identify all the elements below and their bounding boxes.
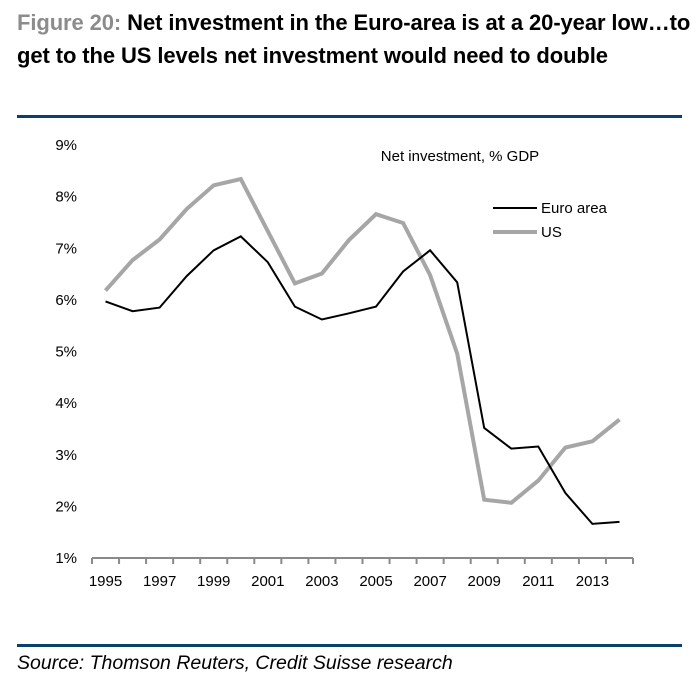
y-tick-label: 9% [55,137,77,154]
x-tick-label: 1999 [197,573,230,590]
x-tick-label: 2011 [522,573,554,590]
x-tick-label: 2013 [576,573,609,590]
x-tick-label: 2009 [468,573,501,590]
figure-title: Figure 20: Net investment in the Euro-ar… [17,6,692,72]
x-tick-label: 2007 [413,573,446,590]
y-tick-label: 5% [55,344,77,361]
y-axis-labels: 1% 2% 3% 4% 5% 6% 7% 8% 9% [55,137,77,567]
y-tick-label: 8% [55,189,77,206]
x-tick-label: 2003 [305,573,338,590]
y-tick-label: 1% [55,550,77,567]
y-tick-label: 4% [55,395,77,412]
chart-title: Net investment, % GDP [381,148,539,165]
series-line-us [104,176,621,505]
figure-label: Figure 20: [17,10,122,35]
x-tick-label: 2005 [359,573,392,590]
legend: Euro area US [493,200,608,241]
y-tick-label: 7% [55,240,77,257]
legend-label: Euro area [541,200,608,217]
top-rule [17,115,682,118]
source-note: Source: Thomson Reuters, Credit Suisse r… [17,652,453,674]
legend-label: US [541,224,562,241]
series-layer [104,176,621,525]
x-axis-labels: 1995 1997 1999 2001 2003 2005 2007 2009 2011 2013 [89,573,609,590]
y-tick-label: 6% [55,292,77,309]
y-tick-label: 3% [55,447,77,464]
x-axis [91,557,634,564]
x-tick-label: 2001 [251,573,284,590]
y-tick-label: 2% [55,498,77,515]
bottom-rule [17,644,682,647]
x-tick-label: 1997 [143,573,176,590]
series-line-euro-area [105,235,620,525]
figure-title-text: Net investment in the Euro-area is at a … [17,10,691,68]
x-tick-label: 1995 [89,573,122,590]
